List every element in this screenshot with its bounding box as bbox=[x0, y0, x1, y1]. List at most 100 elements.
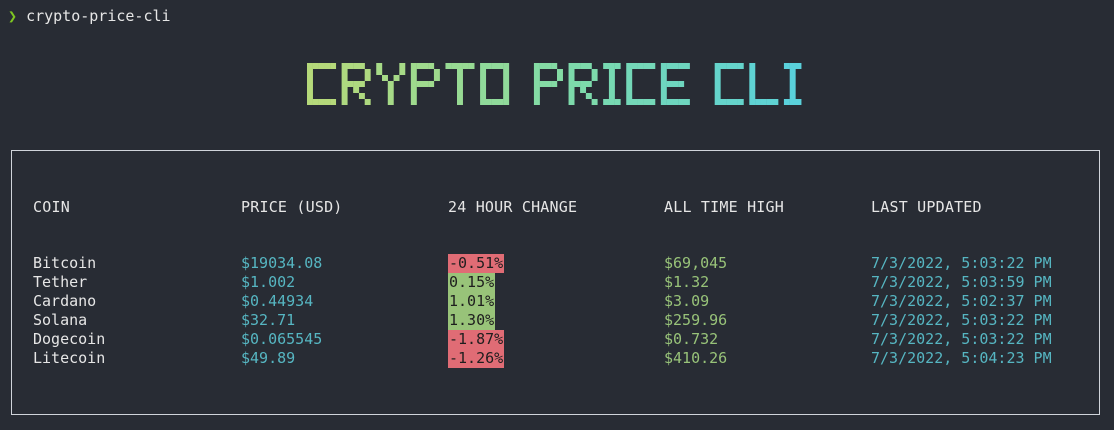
banner-pixel bbox=[714, 81, 721, 87]
banner-pixel bbox=[678, 63, 685, 69]
banner-pixel bbox=[428, 63, 435, 69]
banner-pixel bbox=[341, 99, 348, 105]
banner-pixel bbox=[410, 99, 417, 105]
banner-pixel bbox=[672, 81, 679, 87]
coin-name: Tether bbox=[33, 273, 88, 291]
table-row: Solana $32.71 1.30% $259.96 7/3/2022, 5:… bbox=[12, 311, 1099, 330]
last-updated: 7/3/2022, 5:03:22 PM bbox=[871, 311, 1052, 329]
banner-pixel bbox=[551, 63, 558, 69]
banner-pixel bbox=[410, 75, 417, 81]
last-updated: 7/3/2022, 5:04:23 PM bbox=[871, 349, 1052, 367]
banner-pixel bbox=[660, 69, 667, 75]
banner-pixel bbox=[318, 63, 325, 69]
banner-pixel bbox=[614, 63, 621, 69]
coin-ath: $3.09 bbox=[664, 292, 710, 310]
banner-pixel bbox=[422, 81, 429, 87]
banner-pixel bbox=[568, 75, 575, 81]
banner-pixel bbox=[307, 69, 313, 75]
table-row: Litecoin $49.89 -1.26% $410.26 7/3/2022,… bbox=[12, 349, 1099, 368]
banner-pixel bbox=[387, 99, 394, 105]
banner-pixel bbox=[399, 63, 406, 69]
banner-pixel bbox=[364, 75, 371, 81]
banner-pixel bbox=[364, 69, 371, 75]
coin-price: $0.065545 bbox=[241, 330, 323, 348]
banner-pixel bbox=[312, 99, 319, 105]
banner-pixel bbox=[772, 99, 779, 105]
banner-pixel bbox=[533, 93, 540, 99]
banner-pixel bbox=[480, 81, 487, 87]
banner-pixel bbox=[545, 63, 552, 69]
banner-pixel bbox=[399, 69, 406, 75]
banner-pixel bbox=[462, 63, 469, 69]
banner-pixel bbox=[732, 63, 738, 69]
banner-pixel bbox=[632, 99, 638, 105]
banner-pixel bbox=[387, 87, 394, 93]
coin-name: Solana bbox=[33, 311, 88, 329]
banner-pixel bbox=[580, 81, 587, 87]
banner-pixel bbox=[433, 69, 440, 75]
table-row: Cardano $0.44934 1.01% $3.09 7/3/2022, 5… bbox=[12, 292, 1099, 311]
banner-pixel bbox=[714, 93, 721, 99]
banner-pixel bbox=[330, 99, 337, 105]
banner-pixel bbox=[626, 63, 633, 69]
banner-pixel bbox=[503, 63, 510, 69]
change-badge: 1.01% bbox=[448, 292, 496, 311]
banner-pixel bbox=[457, 63, 463, 69]
banner-pixel bbox=[608, 93, 615, 99]
banner-pixel bbox=[591, 75, 598, 81]
coin-ath: $0.732 bbox=[664, 330, 719, 348]
banner-pixel bbox=[480, 63, 487, 69]
banner-pixel bbox=[353, 63, 360, 69]
banner-pixel bbox=[626, 99, 633, 105]
coin-name: Cardano bbox=[33, 292, 97, 310]
banner-pixel bbox=[608, 75, 615, 81]
banner-pixel bbox=[637, 99, 644, 105]
coin-price: $49.89 bbox=[241, 349, 296, 367]
banner-pixel bbox=[789, 99, 796, 105]
banner-pixel bbox=[585, 81, 592, 87]
banner-pixel bbox=[603, 63, 610, 69]
banner-pixel bbox=[643, 63, 650, 69]
banner-pixel bbox=[789, 93, 796, 99]
banner-pixel bbox=[568, 63, 575, 69]
banner-pixel bbox=[789, 81, 796, 87]
banner-pixel bbox=[393, 75, 400, 81]
banner-pixel bbox=[755, 99, 762, 105]
banner-pixel bbox=[720, 63, 727, 69]
banner-pixel bbox=[410, 93, 417, 99]
change-badge: -0.51% bbox=[448, 254, 505, 273]
banner-pixel bbox=[341, 69, 348, 75]
banner-pixel bbox=[307, 99, 313, 105]
banner-pixel bbox=[683, 63, 690, 69]
change-badge: 0.15% bbox=[448, 273, 496, 292]
banner-pixel bbox=[660, 81, 667, 87]
banner-pixel bbox=[457, 81, 463, 87]
banner-pixel bbox=[608, 99, 615, 105]
terminal-prompt: ❯ crypto-price-cli bbox=[8, 6, 171, 26]
banner-pixel bbox=[347, 81, 354, 87]
banner-pixel bbox=[318, 99, 325, 105]
banner-pixel bbox=[666, 81, 673, 87]
banner-pixel bbox=[603, 99, 610, 105]
banner-pixel bbox=[614, 99, 621, 105]
banner-pixel bbox=[666, 63, 673, 69]
banner-pixel bbox=[737, 63, 744, 69]
last-updated: 7/3/2022, 5:03:59 PM bbox=[871, 273, 1052, 291]
banner-pixel bbox=[312, 63, 319, 69]
banner-pixel bbox=[410, 81, 417, 87]
banner-pixel bbox=[358, 93, 365, 99]
coin-name: Litecoin bbox=[33, 349, 106, 367]
banner-pixel bbox=[324, 63, 331, 69]
banner-pixel bbox=[591, 69, 598, 75]
banner-pixel bbox=[766, 99, 773, 105]
banner-pixel bbox=[533, 99, 540, 105]
banner-pixel bbox=[720, 99, 727, 105]
banner-pixel bbox=[760, 99, 767, 105]
banner-pixel bbox=[726, 99, 733, 105]
banner-pixel bbox=[307, 93, 313, 99]
banner-pixel bbox=[307, 81, 313, 87]
banner-pixel bbox=[660, 75, 667, 81]
banner-pixel bbox=[608, 87, 615, 93]
banner-pixel bbox=[491, 63, 498, 69]
banner-pixel bbox=[749, 63, 756, 69]
